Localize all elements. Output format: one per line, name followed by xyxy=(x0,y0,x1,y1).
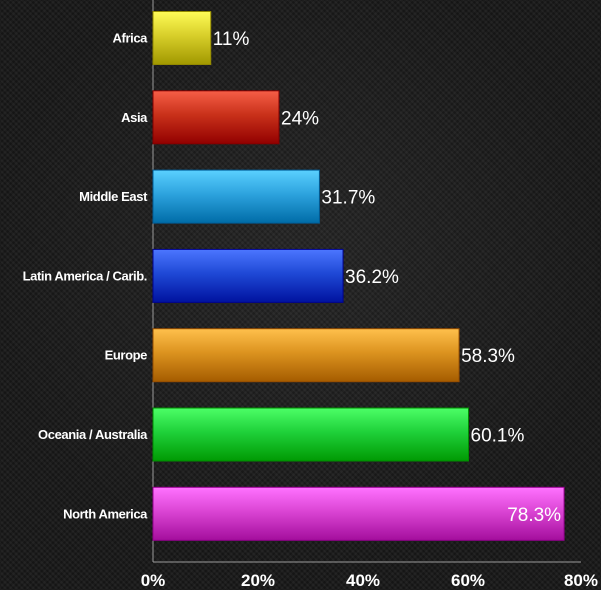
category-label: Oceania / Australia xyxy=(38,427,148,442)
category-label: North America xyxy=(63,506,148,521)
x-tick-label: 0% xyxy=(141,571,166,590)
bar-africa xyxy=(152,11,212,65)
value-labels: 11% 24% 31.7% 36.2% 58.3% 60.1% 78.3% xyxy=(213,29,561,526)
category-label: Africa xyxy=(113,31,149,46)
category-label: Latin America / Carib. xyxy=(23,268,147,283)
bar-middle-east xyxy=(152,169,320,224)
value-label: 36.2% xyxy=(345,267,399,288)
category-label: Europe xyxy=(105,348,148,363)
value-label: 31.7% xyxy=(321,188,375,209)
value-label: 58.3% xyxy=(461,346,515,367)
bars-layer xyxy=(152,11,565,541)
category-label: Asia xyxy=(121,110,148,125)
value-label: 78.3% xyxy=(507,505,561,526)
x-tick-label: 80% xyxy=(564,571,598,590)
value-label: 11% xyxy=(213,29,250,50)
bar-latin-america-carib xyxy=(152,248,344,303)
x-tick-label: 60% xyxy=(451,571,485,590)
bar-oceania-australia xyxy=(152,407,470,462)
x-tick-label: 20% xyxy=(241,571,275,590)
bar-north-america xyxy=(152,486,565,541)
x-axis-ticks: 0% 20% 40% 60% 80% xyxy=(141,571,598,590)
bar-europe xyxy=(152,328,460,383)
value-label: 24% xyxy=(281,108,319,129)
category-labels: Africa Asia Middle East Latin America / Car… xyxy=(23,31,149,522)
category-label: Middle East xyxy=(79,189,148,204)
x-tick-label: 40% xyxy=(346,571,380,590)
value-label: 60.1% xyxy=(471,426,525,447)
bar-asia xyxy=(152,90,280,145)
